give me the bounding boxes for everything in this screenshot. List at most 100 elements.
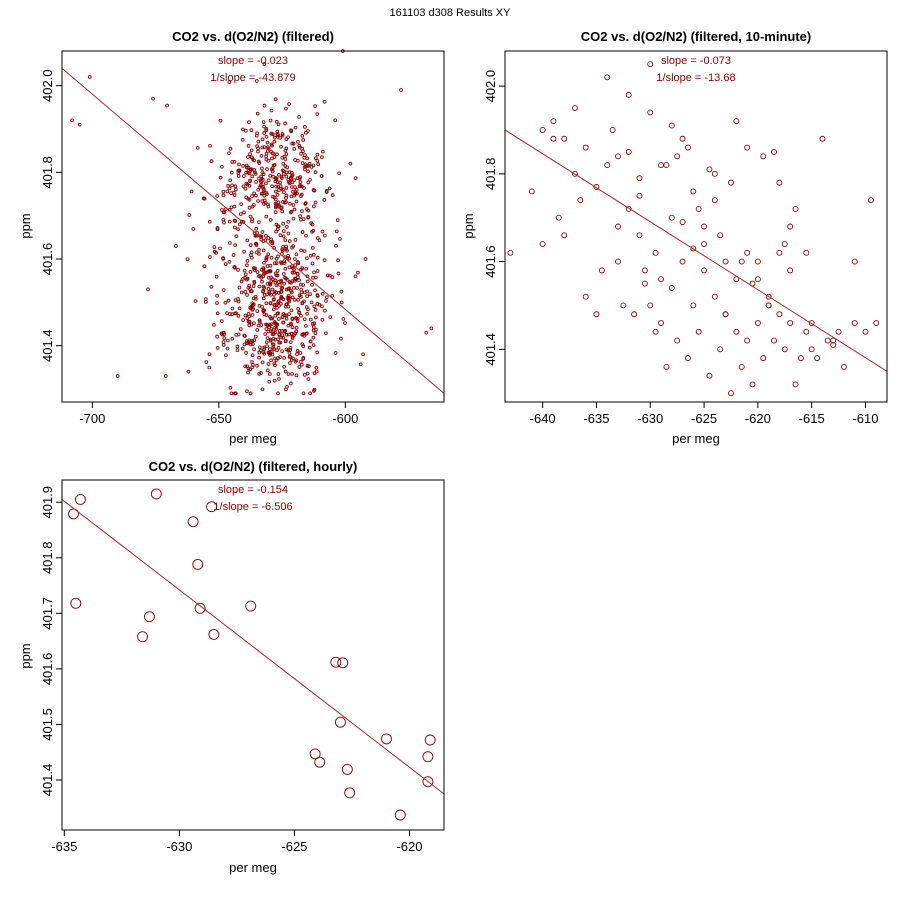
- data-point: [663, 363, 670, 370]
- data-point: [247, 205, 252, 210]
- data-point: [165, 103, 169, 108]
- x-tick-label: -625: [281, 839, 307, 854]
- data-point: [851, 258, 858, 265]
- data-point: [299, 151, 303, 156]
- data-point: [280, 349, 284, 354]
- data-point: [258, 183, 263, 188]
- data-point: [274, 176, 279, 181]
- data-point: [244, 170, 249, 175]
- data-point: [674, 153, 681, 160]
- data-point: [609, 127, 616, 133]
- data-point: [754, 320, 761, 326]
- data-point: [294, 199, 299, 204]
- data-point: [268, 173, 273, 178]
- data-point: [305, 371, 310, 376]
- data-point: [281, 221, 285, 226]
- data-point: [266, 202, 270, 207]
- data-point: [226, 298, 231, 303]
- data-point: [273, 356, 277, 361]
- data-point: [248, 243, 253, 248]
- data-point: [265, 140, 270, 145]
- data-point: [228, 146, 233, 151]
- data-point: [291, 203, 296, 207]
- data-point: [283, 339, 288, 344]
- data-point: [231, 190, 236, 195]
- data-point: [249, 128, 254, 132]
- data-point: [284, 332, 289, 337]
- data-point: [284, 137, 289, 142]
- data-point: [701, 267, 708, 274]
- data-point: [262, 131, 267, 135]
- data-point: [237, 222, 242, 227]
- data-point: [257, 303, 262, 308]
- data-points: [68, 488, 436, 821]
- data-point: [315, 158, 320, 163]
- data-point: [259, 174, 263, 179]
- data-point: [243, 272, 248, 277]
- data-point: [289, 331, 294, 336]
- data-point: [266, 204, 271, 209]
- data-point: [279, 286, 284, 291]
- y-axis-label: ppm: [461, 213, 476, 238]
- data-point: [263, 271, 267, 275]
- data-point: [214, 274, 219, 279]
- data-point: [252, 338, 257, 343]
- data-point: [280, 209, 285, 214]
- data-point: [250, 303, 255, 308]
- data-point: [233, 184, 238, 189]
- data-point: [338, 237, 342, 241]
- data-point: [330, 293, 335, 298]
- data-point: [300, 230, 305, 234]
- data-point: [221, 288, 226, 292]
- data-point: [808, 346, 815, 353]
- data-point: [334, 229, 339, 234]
- data-point: [230, 160, 235, 164]
- data-point: [311, 275, 315, 280]
- data-point: [728, 390, 734, 397]
- data-point: [301, 283, 305, 287]
- y-tick-label: 401.4: [40, 764, 55, 797]
- data-point: [261, 267, 266, 272]
- data-point: [339, 300, 344, 305]
- data-point: [306, 377, 311, 381]
- data-point: [744, 144, 751, 151]
- data-point: [274, 229, 278, 234]
- data-point: [315, 294, 320, 298]
- data-point: [276, 299, 281, 303]
- data-point: [299, 362, 304, 367]
- data-point: [208, 628, 220, 640]
- data-point: [259, 154, 264, 158]
- data-point: [301, 138, 306, 142]
- data-point: [313, 331, 318, 335]
- data-point: [233, 219, 238, 223]
- data-point: [256, 187, 261, 192]
- data-point: [275, 273, 280, 278]
- data-point: [814, 355, 821, 362]
- data-point: [276, 372, 281, 376]
- data-point: [258, 345, 262, 350]
- data-point: [312, 204, 316, 209]
- data-point: [280, 132, 285, 136]
- data-point: [230, 306, 235, 311]
- data-point: [636, 175, 643, 182]
- data-point: [194, 602, 206, 614]
- data-point: [271, 174, 276, 179]
- regression-line: [61, 67, 445, 394]
- y-tick-label: 402.0: [483, 70, 498, 103]
- data-point: [285, 384, 289, 389]
- data-point: [270, 184, 275, 189]
- data-point: [260, 137, 265, 142]
- data-point: [227, 219, 232, 224]
- data-point: [281, 169, 286, 173]
- data-point: [297, 365, 302, 369]
- data-point: [305, 207, 309, 211]
- y-tick-label: 401.6: [483, 245, 498, 278]
- data-point: [245, 389, 249, 394]
- x-tick-label: -600: [332, 411, 358, 426]
- data-point: [300, 134, 305, 138]
- data-point: [399, 88, 403, 92]
- data-point: [776, 311, 783, 318]
- data-point: [749, 381, 756, 388]
- data-point: [288, 201, 292, 206]
- data-point: [319, 174, 324, 178]
